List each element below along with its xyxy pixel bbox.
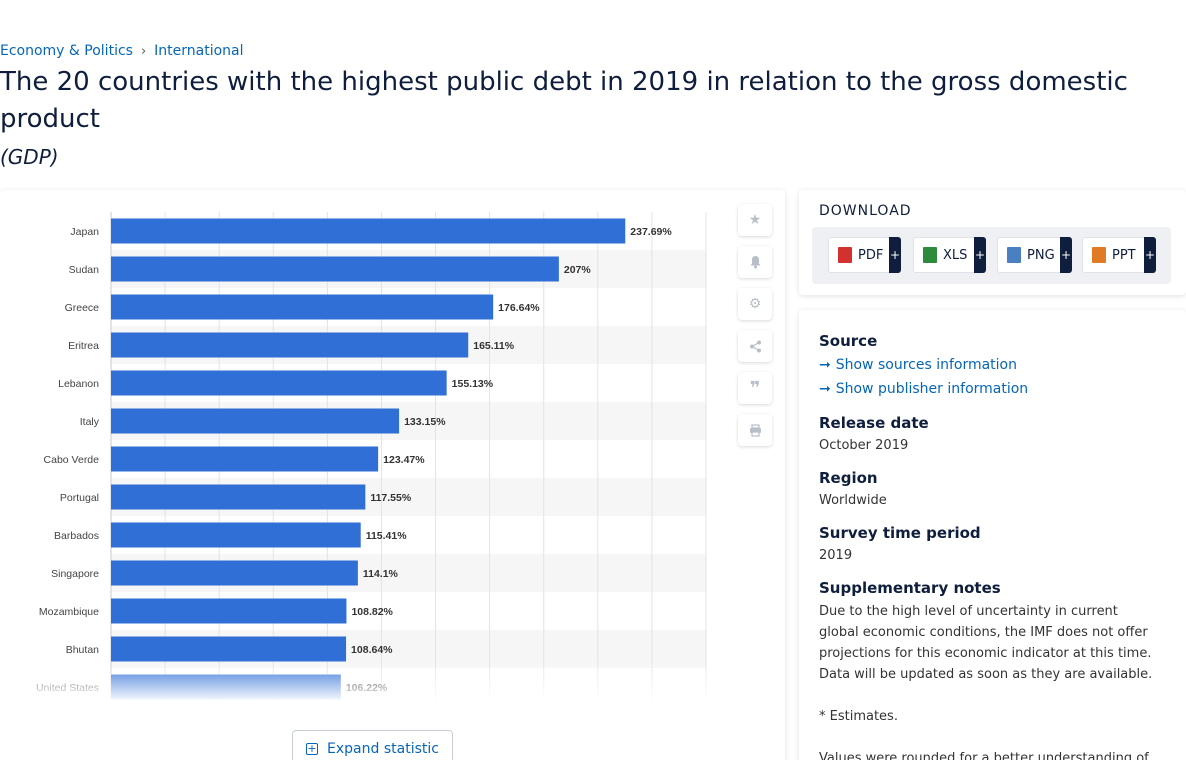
bar-lebanon: [111, 370, 447, 396]
category-label: Portugal: [60, 492, 99, 504]
download-card: DOWNLOAD PDF + XLS + PNG + PPT +: [799, 190, 1186, 295]
bar-cabo-verde: [111, 446, 379, 472]
source-heading: Source: [819, 332, 878, 350]
value-label: 108.64%: [351, 644, 393, 656]
cite-button[interactable]: ❞: [738, 372, 772, 404]
category-label: Greece: [65, 302, 100, 314]
bar-greece: [111, 294, 494, 320]
download-xls-button[interactable]: XLS +: [913, 237, 986, 273]
rounded-note: Values were rounded for a better underst…: [819, 751, 1149, 760]
category-label: Bhutan: [66, 644, 99, 656]
value-label: 108.82%: [351, 606, 393, 618]
category-label: Italy: [80, 416, 100, 428]
category-label: Mozambique: [39, 606, 99, 618]
plus-icon: +: [1060, 237, 1072, 273]
estimates-note: * Estimates.: [819, 709, 898, 724]
release-date-value: October 2019: [819, 438, 909, 453]
bar-chart: Japan 237.69% Sudan 207% Greece 176.64% Eritre…: [36, 212, 707, 706]
region-value: Worldwide: [819, 493, 887, 508]
supplementary-notes-text: Due to the high level of uncertainty in …: [819, 604, 1153, 682]
bar-eritrea: [111, 332, 469, 358]
download-bar: PDF + XLS + PNG + PPT +: [812, 227, 1171, 284]
xls-file-icon: [923, 247, 937, 263]
pdf-file-icon: [838, 247, 852, 263]
breadcrumb: Economy & Politics › International: [0, 43, 244, 59]
category-label: Singapore: [51, 568, 99, 580]
value-label: 115.41%: [366, 530, 408, 542]
quote-icon: ❞: [749, 377, 761, 399]
print-button[interactable]: [738, 414, 772, 446]
bar-barbados: [111, 522, 361, 548]
bar-singapore: [111, 560, 358, 586]
plus-icon: +: [974, 237, 986, 273]
ppt-file-icon: [1092, 247, 1106, 263]
release-date-heading: Release date: [819, 414, 929, 432]
expand-statistic-button[interactable]: + Expand statistic: [292, 730, 453, 760]
plus-icon: +: [889, 237, 901, 273]
value-label: 207%: [564, 264, 592, 276]
breadcrumb-economy-politics[interactable]: Economy & Politics: [0, 43, 133, 59]
category-label: Sudan: [69, 264, 100, 276]
value-label: 123.47%: [383, 454, 425, 466]
arrow-right-icon: ➞: [819, 381, 831, 397]
download-title: DOWNLOAD: [819, 203, 912, 219]
expand-statistic-label: Expand statistic: [327, 741, 439, 757]
star-icon: ★: [748, 212, 762, 228]
download-xls-label: XLS: [943, 247, 968, 263]
bar-bhutan: [111, 636, 347, 662]
download-ppt-label: PPT: [1112, 247, 1136, 263]
value-label: 133.15%: [404, 416, 446, 428]
category-label: Eritrea: [68, 340, 99, 352]
bar-portugal: [111, 484, 366, 510]
plus-square-icon: +: [306, 742, 319, 755]
value-label: 114.1%: [363, 568, 399, 580]
arrow-right-icon: ➞: [819, 357, 831, 373]
supplementary-notes-heading: Supplementary notes: [819, 579, 1001, 597]
print-icon: [749, 423, 761, 437]
bar-japan: [111, 218, 626, 244]
show-publisher-link[interactable]: ➞ Show publisher information: [819, 381, 1028, 397]
chart-toolbar: ★ ⚙ ❞: [738, 204, 772, 446]
survey-period-value: 2019: [819, 548, 853, 563]
bar-sudan: [111, 256, 559, 282]
png-file-icon: [1007, 247, 1021, 263]
bar-mozambique: [111, 598, 347, 624]
value-label: 237.69%: [630, 226, 672, 238]
category-label: Japan: [70, 226, 99, 238]
settings-button[interactable]: ⚙: [738, 288, 772, 320]
value-label: 117.55%: [370, 492, 412, 504]
download-png-label: PNG: [1027, 247, 1055, 263]
breadcrumb-separator: ›: [140, 43, 147, 59]
page-title: The 20 countries with the highest public…: [0, 67, 1128, 134]
chart-card: Japan 237.69% Sudan 207% Greece 176.64% Eritre…: [0, 190, 785, 760]
notification-button[interactable]: [738, 246, 772, 278]
share-icon: [749, 340, 761, 352]
favorite-button[interactable]: ★: [738, 204, 772, 236]
breadcrumb-international[interactable]: International: [154, 43, 244, 59]
value-label: 155.13%: [452, 378, 494, 390]
chart-fade-overlay: [0, 660, 740, 710]
bar-italy: [111, 408, 400, 434]
value-label: 176.64%: [498, 302, 540, 314]
show-publisher-label: Show publisher information: [835, 381, 1029, 397]
survey-period-heading: Survey time period: [819, 524, 981, 542]
info-card: Source ➞ Show sources information ➞ Show…: [799, 310, 1186, 760]
region-heading: Region: [819, 469, 878, 487]
show-sources-link[interactable]: ➞ Show sources information: [819, 357, 1017, 373]
value-label: 165.11%: [473, 340, 515, 352]
category-label: Barbados: [54, 530, 99, 542]
download-png-button[interactable]: PNG +: [997, 237, 1072, 273]
category-label: Cabo Verde: [44, 454, 100, 466]
download-pdf-label: PDF: [858, 247, 884, 263]
show-sources-label: Show sources information: [835, 357, 1017, 373]
download-ppt-button[interactable]: PPT +: [1082, 237, 1156, 273]
supplementary-notes: Due to the high level of uncertainty in …: [819, 601, 1159, 760]
plus-icon: +: [1144, 237, 1156, 273]
share-button[interactable]: [738, 330, 772, 362]
category-label: Lebanon: [58, 378, 99, 390]
bell-icon: [750, 256, 760, 269]
page-subtitle: (GDP): [0, 145, 59, 169]
gear-icon: ⚙: [748, 296, 762, 312]
download-pdf-button[interactable]: PDF +: [828, 237, 901, 273]
